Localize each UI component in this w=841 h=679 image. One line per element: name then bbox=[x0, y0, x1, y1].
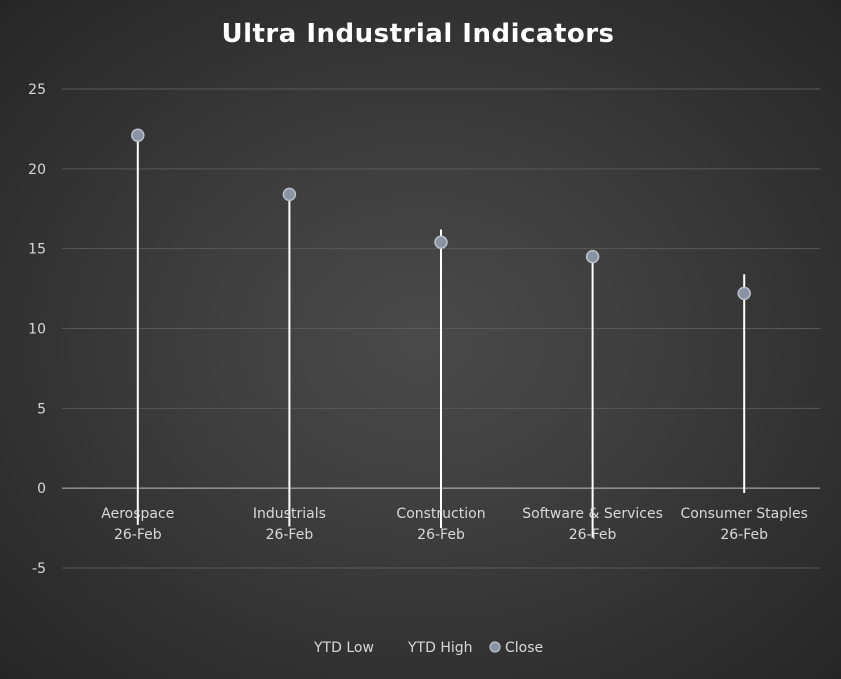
y-tick-label: 20 bbox=[28, 162, 46, 178]
x-category-date-label: 26-Feb bbox=[720, 527, 768, 543]
high-low-lines bbox=[136, 132, 746, 538]
x-category-date-label: 26-Feb bbox=[417, 527, 465, 543]
x-category-date-label: 26-Feb bbox=[569, 527, 617, 543]
legend-close-marker bbox=[489, 641, 501, 653]
close-point bbox=[131, 128, 145, 143]
close-point bbox=[585, 249, 600, 264]
close-point bbox=[282, 187, 297, 202]
x-category-label: Aerospace bbox=[101, 506, 174, 522]
x-category-label: Construction bbox=[396, 506, 485, 522]
chart-title: Ultra Industrial Indicators bbox=[221, 19, 614, 49]
y-tick-label: -5 bbox=[32, 561, 46, 577]
y-tick-label: 5 bbox=[37, 401, 46, 417]
y-tick-label: 25 bbox=[28, 82, 46, 98]
close-point bbox=[434, 235, 448, 250]
legend-item-close: Close bbox=[505, 640, 543, 656]
x-category-date-label: 26-Feb bbox=[114, 527, 162, 543]
y-axis-ticks: 25 20 15 10 5 0 -5 bbox=[28, 82, 46, 577]
x-category-label: Consumer Staples bbox=[680, 506, 807, 522]
legend-item-ytd-high: YTD High bbox=[407, 640, 473, 656]
category-labels: Aerospace 26-Feb Industrials 26-Feb Construc… bbox=[101, 506, 808, 543]
legend: YTD Low YTD High Close bbox=[313, 640, 543, 656]
x-category-date-label: 26-Feb bbox=[266, 527, 314, 543]
y-tick-label: 0 bbox=[37, 481, 46, 497]
close-point bbox=[737, 286, 751, 301]
x-category-label: Industrials bbox=[253, 506, 326, 522]
legend-item-ytd-low: YTD Low bbox=[313, 640, 374, 656]
y-tick-label: 15 bbox=[28, 242, 46, 258]
x-category-label: Software & Services bbox=[522, 506, 663, 522]
close-markers bbox=[131, 128, 751, 301]
y-tick-label: 10 bbox=[28, 322, 46, 338]
